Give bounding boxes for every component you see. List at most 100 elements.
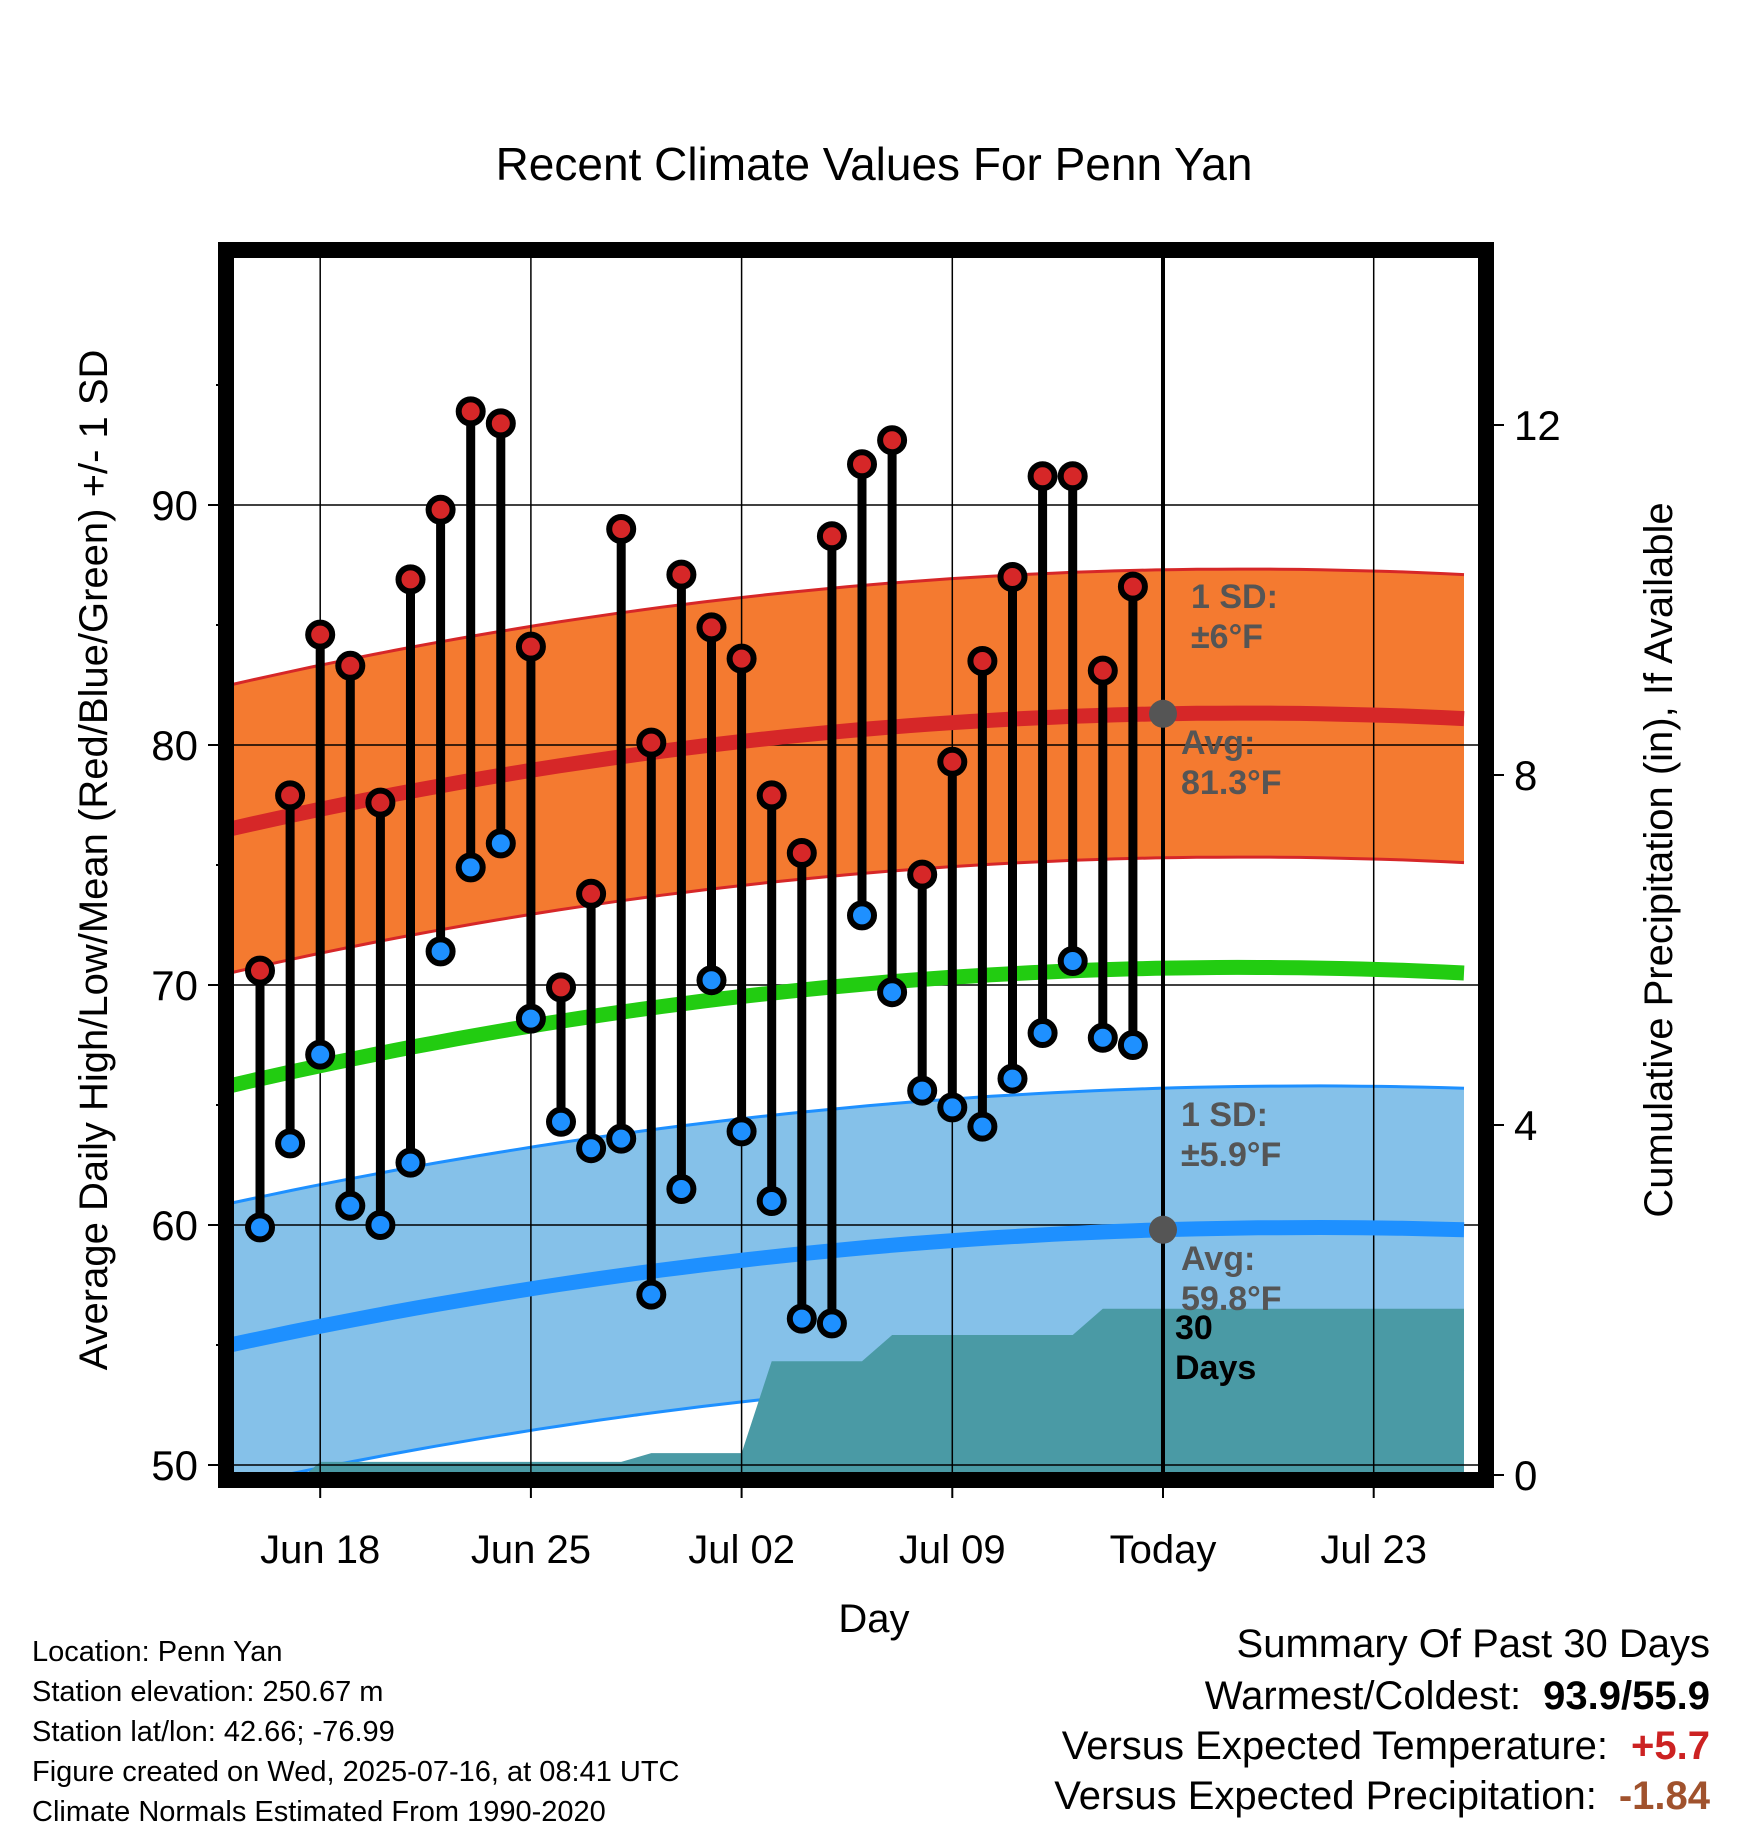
- daily-high-point: [275, 780, 306, 811]
- daily-low-point: [756, 1186, 787, 1216]
- daily-low-point: [696, 965, 727, 996]
- daily-high-point: [576, 878, 607, 909]
- daily-low-point: [485, 828, 516, 859]
- daily-low-point: [1057, 946, 1088, 976]
- low-avg-line: [228, 1219, 1465, 1353]
- annotation-line1: Avg:: [1181, 1240, 1255, 1278]
- daily-low-point: [666, 1174, 697, 1204]
- x-tick-label: Jul 23: [1320, 1528, 1427, 1572]
- latlon-text: Station lat/lon: 42.66; -76.99: [32, 1716, 395, 1748]
- daily-high-point: [1087, 655, 1118, 686]
- x-tick-label: Today: [1110, 1528, 1217, 1572]
- y2-axis-label: Cumulative Precipitation (in), If Availa…: [1637, 502, 1681, 1217]
- daily-high-point: [546, 972, 576, 1003]
- location-text: Location: Penn Yan: [32, 1636, 283, 1668]
- daily-low-point: [847, 900, 877, 931]
- daily-high-point: [1117, 571, 1148, 602]
- chart-title: Recent Climate Values For Penn Yan: [496, 138, 1253, 190]
- daily-high-point: [816, 521, 847, 552]
- daily-high-point: [245, 955, 275, 986]
- daily-low-point: [636, 1279, 667, 1310]
- daily-low-point: [395, 1147, 426, 1178]
- daily-high-point: [967, 646, 998, 676]
- x-tick-label: Jun 25: [471, 1528, 591, 1572]
- y2-tick-label: 4: [1514, 1102, 1537, 1149]
- today-low-avg-marker: [1149, 1215, 1177, 1244]
- daily-high-point: [907, 859, 938, 890]
- daily-high-point: [756, 780, 787, 811]
- daily-low-point: [425, 936, 456, 967]
- daily-high-point: [335, 650, 366, 681]
- daily-low-point: [576, 1133, 607, 1164]
- high-sd-upper-line: [229, 567, 1465, 687]
- daily-high-point: [877, 425, 908, 456]
- daily-high-point: [997, 562, 1028, 592]
- daily-low-point: [786, 1303, 817, 1334]
- daily-high-point: [636, 727, 667, 758]
- elevation-text: Station elevation: 250.67 m: [32, 1676, 384, 1708]
- high-sd-lower-line: [229, 855, 1465, 975]
- low-sd-upper-line: [229, 1084, 1465, 1205]
- summary-precip-row: Versus Expected Precipitation: -1.84: [1054, 1774, 1710, 1819]
- temp-value: +5.7: [1631, 1724, 1710, 1768]
- daily-low-point: [816, 1308, 847, 1339]
- high-sd-band: [229, 569, 1464, 973]
- normals-text: Climate Normals Estimated From 1990-2020: [32, 1796, 606, 1828]
- daily-low-point: [907, 1075, 938, 1106]
- x-tick-label: Jun 18: [260, 1528, 380, 1572]
- warmest-label: Warmest/Coldest:: [1204, 1674, 1522, 1718]
- daily-high-point: [726, 643, 757, 674]
- daily-high-point: [485, 408, 516, 439]
- daily-low-point: [245, 1212, 275, 1243]
- daily-high-point: [696, 612, 727, 643]
- daily-low-point: [1087, 1022, 1118, 1053]
- warmest-value: 93.9/55.9: [1543, 1674, 1710, 1718]
- summary-warmest-row: Warmest/Coldest: 93.9/55.9: [1205, 1674, 1710, 1719]
- y-tick-label: 60: [151, 1202, 198, 1249]
- daily-high-point: [515, 631, 546, 662]
- daily-low-point: [997, 1063, 1028, 1094]
- created-text: Figure created on Wed, 2025-07-16, at 08…: [32, 1756, 680, 1788]
- annotation-line1: Avg:: [1181, 724, 1255, 762]
- annotation-line2: ±6°F: [1191, 618, 1263, 656]
- daily-low-point: [365, 1210, 396, 1240]
- daily-low-point: [1117, 1030, 1148, 1060]
- daily-low-point: [606, 1123, 637, 1154]
- precip-value: -1.84: [1618, 1774, 1710, 1818]
- daily-low-point: [726, 1116, 757, 1147]
- station-info: Location: Penn Yan Station elevation: 25…: [32, 1632, 680, 1832]
- y-axis-label: Average Daily High/Low/Mean (Red/Blue/Gr…: [72, 350, 116, 1371]
- y-tick-label: 80: [151, 722, 198, 769]
- daily-high-point: [395, 564, 426, 595]
- precip-area: [229, 1308, 1464, 1475]
- daily-low-point: [937, 1092, 968, 1123]
- temp-label: Versus Expected Temperature:: [1061, 1724, 1608, 1768]
- y2-tick-label: 8: [1514, 752, 1537, 799]
- daily-high-point: [666, 559, 697, 590]
- daily-high-point: [425, 494, 456, 525]
- y2-tick-label: 0: [1514, 1452, 1537, 1499]
- daily-high-point: [786, 838, 817, 868]
- annotation-line1: 1 SD:: [1181, 1096, 1268, 1134]
- y-tick-label: 70: [151, 962, 198, 1009]
- annotation-line1: 30: [1175, 1309, 1213, 1347]
- daily-low-point: [305, 1039, 336, 1070]
- x-tick-label: Jul 09: [899, 1528, 1006, 1572]
- daily-high-point: [847, 449, 877, 480]
- daily-high-point: [937, 746, 968, 777]
- daily-low-point: [967, 1111, 998, 1142]
- annotation-line2: Days: [1175, 1349, 1256, 1387]
- daily-low-point: [877, 977, 908, 1008]
- daily-low-point: [275, 1128, 306, 1159]
- y-tick-label: 50: [151, 1442, 198, 1489]
- summary-temp-row: Versus Expected Temperature: +5.7: [1062, 1724, 1710, 1769]
- daily-high-point: [365, 787, 396, 818]
- daily-low-point: [455, 852, 486, 883]
- precip-label: Versus Expected Precipitation:: [1054, 1774, 1597, 1818]
- mean-avg-line: [228, 959, 1465, 1094]
- high-avg-line: [228, 705, 1465, 837]
- annotation-line1: 1 SD:: [1191, 578, 1278, 616]
- y2-tick-label: 12: [1514, 402, 1561, 449]
